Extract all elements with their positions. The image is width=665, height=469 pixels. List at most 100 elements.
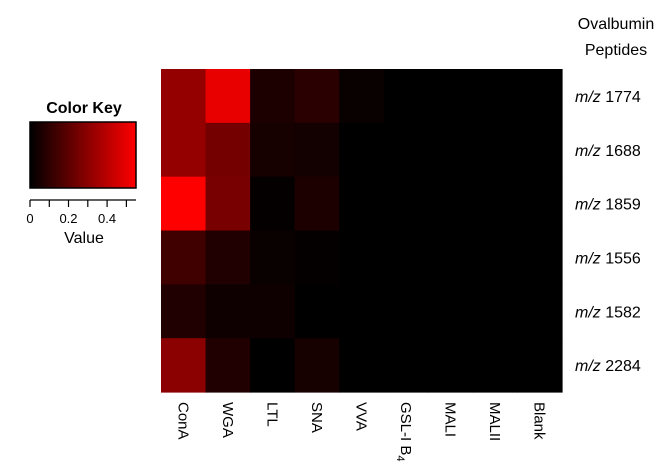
column-label: SNA [308, 402, 325, 433]
heatmap-cell [339, 284, 385, 339]
heatmap-cell [383, 284, 429, 339]
column-label-text: LTL [263, 402, 280, 427]
heatmap-cell [472, 284, 519, 339]
row-label-value: 2284 [601, 358, 641, 375]
column-label: LTL [263, 402, 280, 427]
heatmap-cell [205, 230, 251, 285]
heatmap-cell [383, 69, 429, 124]
column-label: WGA [219, 402, 236, 438]
heatmap-cell [428, 338, 474, 393]
row-label-prefix: m/z [575, 89, 601, 106]
heatmap-cell [472, 230, 519, 285]
heatmap-cell [294, 284, 340, 339]
color-key-gradient-bar [29, 121, 137, 189]
column-label-text: Blank [531, 402, 548, 440]
heatmap-cell [383, 122, 429, 178]
row-label-value: 1582 [601, 304, 641, 321]
heatmap-cell [428, 230, 474, 285]
heatmap-cell [294, 230, 340, 285]
column-label-text: WGA [219, 402, 236, 438]
heatmap-cells [161, 69, 563, 393]
heatmap-cell [339, 230, 385, 285]
heatmap-cell [517, 69, 563, 124]
column-label: Blank [531, 402, 548, 440]
row-label-value: 1859 [601, 197, 641, 214]
row-label-prefix: m/z [575, 143, 601, 160]
row-label-prefix: m/z [575, 304, 601, 321]
heatmap-cell [339, 122, 385, 178]
row-label: m/z 1774 [575, 89, 641, 106]
heatmap-cell [383, 230, 429, 285]
heatmap-cell [205, 284, 251, 339]
heatmap-cell [428, 69, 474, 124]
heatmap-cell [250, 284, 296, 339]
heatmap-cell [205, 122, 251, 178]
heatmap-cell [294, 69, 340, 124]
heatmap-cell [161, 284, 207, 339]
color-key: Color Key 0 0.2 0.4 Value [26, 100, 137, 247]
heatmap-cell [428, 284, 474, 339]
heatmap-cell [250, 69, 296, 124]
heatmap-cell [517, 176, 563, 232]
column-label-text: ConA [174, 402, 191, 440]
heatmap-cell [517, 284, 563, 339]
row-label-prefix: m/z [575, 358, 601, 375]
column-label-text: MALII [486, 402, 503, 441]
heatmap-cell [472, 176, 519, 232]
heatmap-cell [161, 122, 207, 178]
heatmap-cell [428, 176, 474, 232]
row-label: m/z 1688 [575, 143, 641, 160]
heatmap-cell [472, 338, 519, 393]
row-header-line-2: Peptides [585, 42, 647, 59]
row-label-prefix: m/z [575, 250, 601, 267]
column-label-text: SNA [308, 402, 325, 433]
heatmap-cell [383, 176, 429, 232]
row-label: m/z 2284 [575, 358, 641, 375]
heatmap-cell [294, 176, 340, 232]
heatmap-cell [339, 176, 385, 232]
heatmap-cell [517, 122, 563, 178]
color-key-label: Value [64, 230, 104, 247]
heatmap-cell [161, 338, 207, 393]
column-label: ConA [174, 402, 191, 440]
heatmap-cell [294, 338, 340, 393]
row-header-line-1: Ovalbumin [578, 16, 654, 33]
row-label: m/z 1582 [575, 304, 641, 321]
row-label: m/z 1556 [575, 250, 641, 267]
heatmap-cell [517, 338, 563, 393]
heatmap-cell [161, 230, 207, 285]
heatmap-cell [250, 122, 296, 178]
heatmap-cell [428, 122, 474, 178]
column-label-text: VVA [353, 402, 370, 431]
row-label: m/z 1859 [575, 197, 641, 214]
column-label-subscript: 4 [394, 455, 406, 461]
column-label-text: GSL-I B [397, 402, 414, 455]
heatmap-cell [205, 338, 251, 393]
color-key-tick-label: 0.4 [98, 211, 116, 226]
heatmap-cell [250, 176, 296, 232]
column-label: GSL-I B4 [394, 402, 414, 461]
heatmap-cell [472, 122, 519, 178]
row-label-prefix: m/z [575, 197, 601, 214]
row-label-value: 1688 [601, 143, 641, 160]
heatmap-cell [517, 230, 563, 285]
heatmap-cell [250, 230, 296, 285]
color-key-title: Color Key [46, 100, 122, 117]
column-label: MALI [442, 402, 459, 437]
heatmap-cell [205, 69, 251, 124]
row-label-value: 1774 [601, 89, 641, 106]
color-key-tick-label: 0.2 [59, 211, 77, 226]
heatmap-cell [383, 338, 429, 393]
column-labels: ConA WGA LTL SNA VVA GSL-I B4 MALI MALII Blank [174, 402, 547, 461]
column-label: MALII [486, 402, 503, 441]
heatmap-cell [161, 176, 207, 232]
color-key-ticks: 0 0.2 0.4 [26, 200, 128, 226]
heatmap-cell [472, 69, 519, 124]
heatmap-cell [339, 338, 385, 393]
color-key-tick-label: 0 [26, 211, 33, 226]
column-label-text: MALI [442, 402, 459, 437]
heatmap-cell [205, 176, 251, 232]
heatmap-cell [161, 69, 207, 124]
